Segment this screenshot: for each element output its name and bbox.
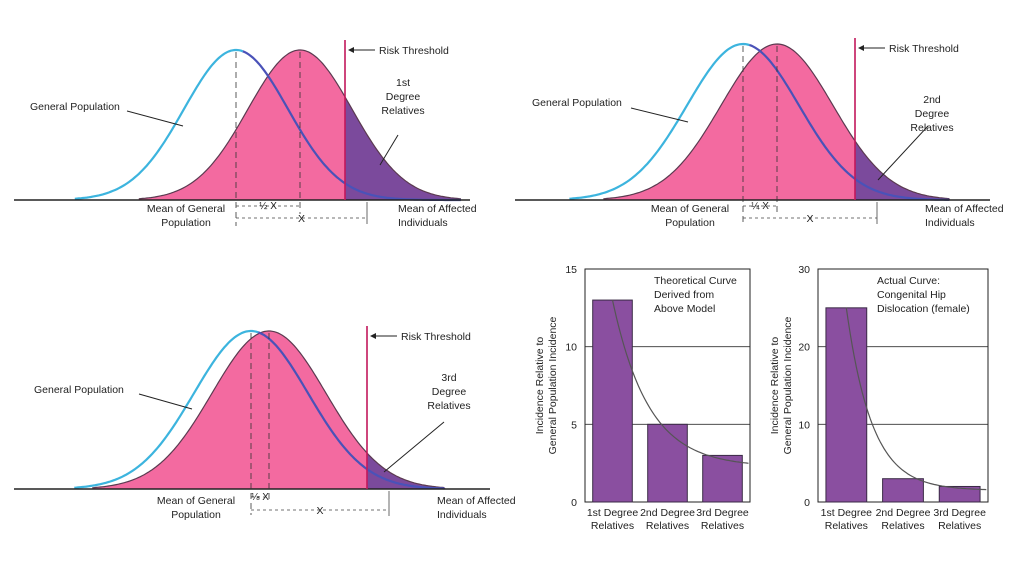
y-tick-label: 10	[798, 419, 810, 431]
x-tick-label: Relatives	[646, 520, 689, 532]
x-tick-label: 3rd Degree	[696, 507, 749, 519]
x-tick-label: 3rd Degree	[933, 507, 986, 519]
y-tick-label: 10	[565, 342, 577, 354]
trend-curve	[845, 307, 987, 491]
relatives-label: Degree	[432, 386, 467, 398]
y-axis-label: General Population Incidence	[547, 316, 559, 454]
relatives-arrow	[383, 421, 445, 473]
x-tick-label: Relatives	[825, 520, 868, 532]
mean-affected-label: Individuals	[437, 509, 487, 521]
x-tick-label: 2nd Degree	[640, 507, 695, 519]
x-tick-label: 1st Degree	[821, 507, 873, 519]
threshold-arrow-head	[858, 45, 864, 51]
chart-annotation: Congenital Hip	[877, 289, 946, 301]
general-population-label: General Population	[532, 97, 622, 109]
x-tick-label: Relatives	[591, 520, 634, 532]
bar	[825, 307, 868, 503]
distribution-panel-1st: Risk Threshold ½ X X General Population 1st D…	[14, 40, 477, 229]
shift-label: ¼ X	[751, 200, 769, 212]
mean-affected-label: Mean of Affected	[925, 203, 1004, 215]
x-tick-label: Relatives	[938, 520, 981, 532]
bar	[647, 423, 688, 503]
relatives-label: Degree	[915, 108, 950, 120]
y-axis-label: Incidence Relative to	[534, 337, 546, 435]
bar	[702, 454, 743, 503]
bar	[938, 485, 981, 503]
mean-general-label: Mean of General	[147, 203, 225, 215]
x-distance-label: X	[298, 213, 305, 225]
chart-annotation: Derived from	[654, 289, 714, 301]
mean-general-label: Mean of General	[651, 203, 729, 215]
relatives-label: Degree	[386, 91, 421, 103]
threshold-arrow-head	[370, 333, 376, 339]
chart-annotation: Theoretical Curve	[654, 275, 737, 287]
general-population-curve	[569, 42, 750, 200]
x-tick-label: 1st Degree	[587, 507, 639, 519]
mean-general-label: Population	[161, 217, 211, 229]
general-population-curve-overlap	[257, 331, 445, 490]
mean-affected-label: Individuals	[398, 217, 448, 229]
risk-threshold-label: Risk Threshold	[401, 331, 471, 343]
distribution-panel-3rd: Risk Threshold ⅛ X X General Population 3rd D…	[14, 326, 516, 521]
x-tick-label: Relatives	[701, 520, 744, 532]
y-tick-label: 0	[804, 497, 810, 509]
mean-general-label: Population	[171, 509, 221, 521]
risk-threshold-label: Risk Threshold	[379, 45, 449, 57]
general-population-label: General Population	[34, 384, 124, 396]
y-tick-label: 30	[798, 264, 810, 276]
threshold-arrow-head	[348, 47, 354, 53]
relatives-distribution-curve	[92, 330, 445, 489]
y-axis-label: General Population Incidence	[782, 316, 794, 454]
general-population-label: General Population	[30, 101, 120, 113]
mean-affected-label: Mean of Affected	[398, 203, 477, 215]
general-population-arrow	[126, 110, 184, 127]
y-tick-label: 20	[798, 342, 810, 354]
mean-affected-label: Mean of Affected	[437, 495, 516, 507]
shift-label: ⅛ X	[251, 492, 269, 503]
relatives-label: 1st	[396, 77, 410, 89]
trend-curve	[611, 299, 749, 464]
relatives-label: Relatives	[910, 122, 953, 134]
relatives-arrow	[877, 125, 929, 181]
affected-tail-area	[345, 96, 462, 200]
mean-affected-label: Individuals	[925, 217, 975, 229]
affected-tail-area	[855, 140, 951, 200]
affected-tail-area	[367, 453, 446, 489]
chart-annotation: Actual Curve:	[877, 275, 940, 287]
relatives-label: 3rd	[441, 372, 456, 384]
bar	[882, 478, 924, 503]
relatives-label: Relatives	[427, 400, 470, 412]
relatives-label: Relatives	[381, 105, 424, 117]
mean-general-label: Population	[665, 217, 715, 229]
relatives-distribution-area	[92, 331, 446, 489]
mean-general-label: Mean of General	[157, 495, 235, 507]
general-population-curve	[74, 329, 259, 489]
x-tick-label: 2nd Degree	[876, 507, 931, 519]
chart-annotation: Above Model	[654, 303, 715, 315]
general-population-arrow	[138, 393, 193, 410]
bar	[592, 299, 633, 503]
y-tick-label: 0	[571, 497, 577, 509]
chart-annotation: Dislocation (female)	[877, 303, 970, 315]
x-distance-label: X	[316, 505, 323, 517]
relatives-distribution-curve	[138, 49, 461, 200]
relatives-arrow	[379, 134, 399, 166]
relatives-distribution-curve	[603, 43, 950, 200]
y-tick-label: 15	[565, 264, 577, 276]
shift-label: ½ X	[259, 201, 277, 212]
risk-threshold-label: Risk Threshold	[889, 43, 959, 55]
y-tick-label: 5	[571, 419, 577, 431]
relatives-label: 2nd	[923, 94, 941, 106]
general-population-curve	[74, 48, 244, 200]
general-population-curve-overlap	[749, 43, 950, 201]
x-distance-label: X	[806, 213, 813, 225]
distribution-panel-2nd: Risk Threshold ¼ X X General Population 2nd D…	[515, 38, 1004, 229]
general-population-arrow	[630, 107, 689, 123]
x-tick-label: Relatives	[881, 520, 924, 532]
y-axis-label: Incidence Relative to	[769, 337, 781, 435]
